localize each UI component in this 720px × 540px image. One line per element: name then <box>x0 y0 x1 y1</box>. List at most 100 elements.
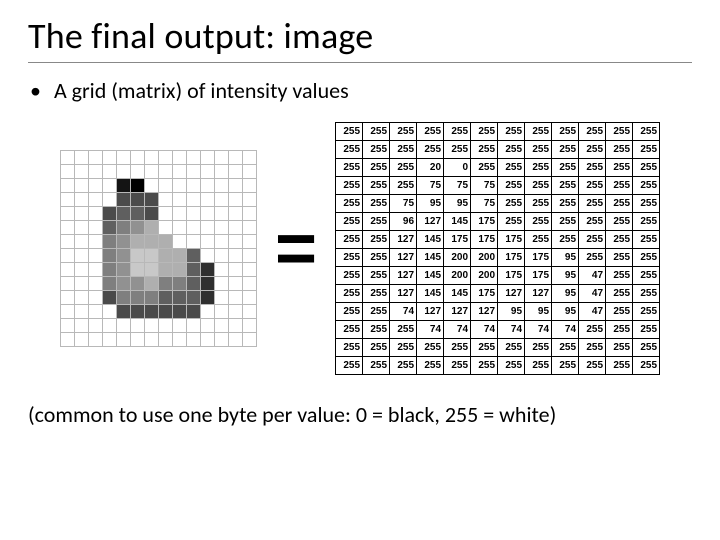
pixel-cell <box>173 165 187 179</box>
matrix-cell: 255 <box>606 177 633 195</box>
matrix-cell: 95 <box>498 303 525 321</box>
matrix-cell: 255 <box>363 357 390 375</box>
matrix-cell: 175 <box>498 267 525 285</box>
matrix-cell: 255 <box>336 285 363 303</box>
matrix-cell: 127 <box>390 231 417 249</box>
matrix-cell: 255 <box>579 123 606 141</box>
pixel-cell <box>61 221 75 235</box>
pixel-cell <box>75 291 89 305</box>
pixel-cell <box>159 319 173 333</box>
matrix-cell: 255 <box>579 339 606 357</box>
pixel-cell <box>187 179 201 193</box>
matrix-cell: 255 <box>471 141 498 159</box>
pixel-cell <box>201 207 215 221</box>
pixel-cell <box>103 151 117 165</box>
matrix-cell: 95 <box>552 249 579 267</box>
pixel-cell <box>187 235 201 249</box>
matrix-cell: 255 <box>390 321 417 339</box>
matrix-cell: 255 <box>336 303 363 321</box>
pixel-cell <box>117 249 131 263</box>
pixel-cell <box>173 305 187 319</box>
matrix-cell: 127 <box>525 285 552 303</box>
pixel-cell <box>89 235 103 249</box>
pixel-cell <box>75 263 89 277</box>
pixel-cell <box>117 291 131 305</box>
slide: The final output: image • A grid (matrix… <box>0 0 720 540</box>
matrix-cell: 255 <box>444 141 471 159</box>
pixel-cell <box>201 263 215 277</box>
pixel-cell <box>117 207 131 221</box>
matrix-cell: 255 <box>498 123 525 141</box>
pixel-cell <box>243 193 257 207</box>
pixel-cell <box>117 333 131 347</box>
matrix-cell: 255 <box>579 249 606 267</box>
pixel-cell <box>131 165 145 179</box>
pixel-cell <box>103 277 117 291</box>
matrix-cell: 255 <box>579 195 606 213</box>
pixel-cell <box>89 165 103 179</box>
pixel-cell <box>89 277 103 291</box>
matrix-cell: 255 <box>525 141 552 159</box>
pixel-cell <box>89 305 103 319</box>
matrix-cell: 255 <box>552 195 579 213</box>
pixel-cell <box>103 305 117 319</box>
pixel-cell <box>201 235 215 249</box>
matrix-cell: 175 <box>525 267 552 285</box>
matrix-cell: 175 <box>525 249 552 267</box>
matrix-cell: 47 <box>579 285 606 303</box>
pixel-cell <box>131 151 145 165</box>
pixel-cell <box>187 221 201 235</box>
pixel-cell <box>187 249 201 263</box>
pixel-cell <box>103 333 117 347</box>
pixel-cell <box>61 193 75 207</box>
pixel-cell <box>187 305 201 319</box>
pixel-cell <box>187 151 201 165</box>
pixel-cell <box>229 235 243 249</box>
pixel-cell <box>215 193 229 207</box>
pixel-cell <box>131 207 145 221</box>
pixel-cell <box>187 333 201 347</box>
pixel-cell <box>61 179 75 193</box>
matrix-cell: 255 <box>606 357 633 375</box>
pixel-cell <box>131 221 145 235</box>
matrix-cell: 255 <box>363 195 390 213</box>
matrix-cell: 255 <box>579 177 606 195</box>
matrix-cell: 96 <box>390 213 417 231</box>
pixel-cell <box>229 333 243 347</box>
pixel-cell <box>201 151 215 165</box>
matrix-cell: 255 <box>579 141 606 159</box>
matrix-cell: 255 <box>390 339 417 357</box>
matrix-cell: 255 <box>336 141 363 159</box>
pixel-cell <box>215 235 229 249</box>
matrix-cell: 255 <box>552 339 579 357</box>
matrix-cell: 255 <box>552 231 579 249</box>
matrix-cell: 95 <box>552 303 579 321</box>
matrix-cell: 255 <box>498 159 525 177</box>
pixel-cell <box>145 193 159 207</box>
matrix-cell: 255 <box>498 339 525 357</box>
matrix-cell: 255 <box>390 159 417 177</box>
matrix-cell: 255 <box>525 357 552 375</box>
matrix-cell: 255 <box>336 159 363 177</box>
pixel-cell <box>243 319 257 333</box>
matrix-cell: 255 <box>363 321 390 339</box>
pixel-cell <box>61 165 75 179</box>
matrix-cell: 255 <box>444 339 471 357</box>
matrix-cell: 74 <box>444 321 471 339</box>
matrix-cell: 255 <box>363 213 390 231</box>
pixel-cell <box>229 165 243 179</box>
slide-title: The final output: image <box>28 14 692 58</box>
pixel-grid <box>60 150 257 347</box>
pixel-cell <box>131 263 145 277</box>
pixel-cell <box>215 291 229 305</box>
pixel-cell <box>159 151 173 165</box>
matrix-cell: 255 <box>417 357 444 375</box>
equals-sign: = <box>271 213 321 285</box>
pixel-cell <box>61 249 75 263</box>
pixel-cell <box>201 193 215 207</box>
matrix-cell: 74 <box>417 321 444 339</box>
pixel-cell <box>61 263 75 277</box>
matrix-cell: 255 <box>444 123 471 141</box>
intensity-matrix: 2552552552552552552552552552552552552552… <box>335 122 660 375</box>
matrix-cell: 255 <box>363 159 390 177</box>
